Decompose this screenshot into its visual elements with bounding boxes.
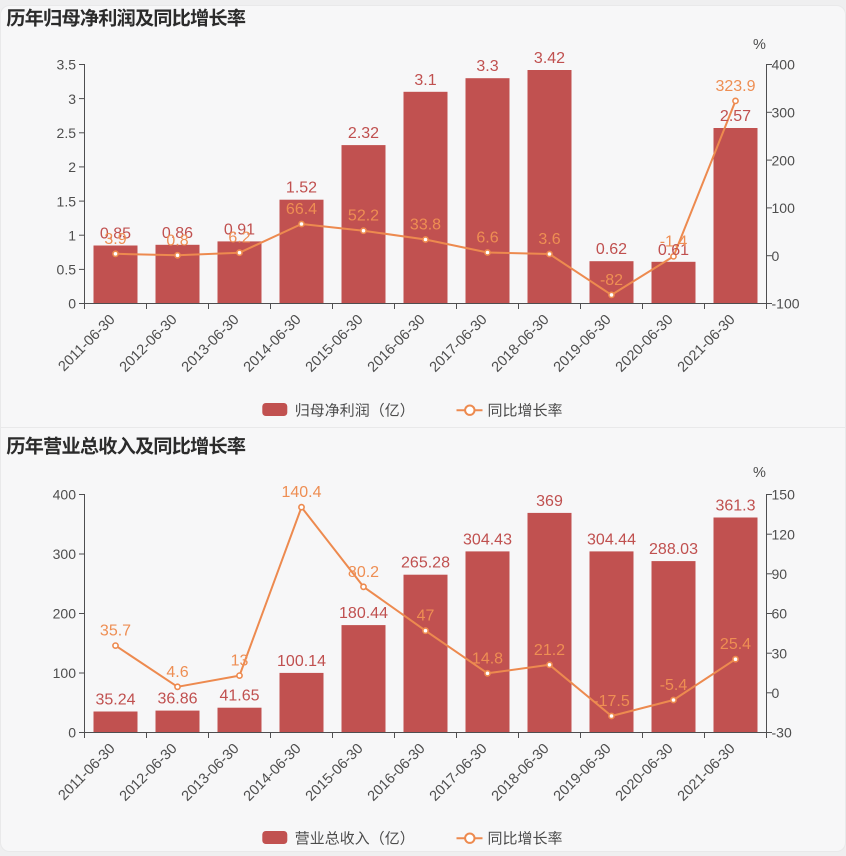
svg-text:41.65: 41.65 [219, 688, 259, 705]
svg-text:3.6: 3.6 [538, 231, 560, 248]
svg-text:0.85: 0.85 [100, 226, 131, 243]
svg-text:0: 0 [68, 725, 76, 741]
svg-text:2: 2 [68, 159, 76, 175]
svg-text:180.44: 180.44 [339, 605, 388, 622]
svg-text:0: 0 [772, 248, 780, 264]
svg-text:35.7: 35.7 [100, 623, 131, 640]
svg-text:4.6: 4.6 [166, 664, 188, 681]
svg-text:80.2: 80.2 [348, 564, 379, 581]
svg-text:100: 100 [772, 200, 796, 216]
svg-text:1.5: 1.5 [57, 193, 77, 209]
svg-text:14.8: 14.8 [472, 650, 503, 667]
svg-text:0.61: 0.61 [658, 242, 689, 259]
svg-text:6.6: 6.6 [476, 230, 498, 247]
svg-text:3.42: 3.42 [534, 50, 565, 67]
svg-text:2.5: 2.5 [57, 125, 77, 141]
svg-text:200: 200 [53, 606, 77, 622]
svg-text:323.9: 323.9 [715, 78, 755, 95]
svg-text:47: 47 [417, 608, 435, 625]
svg-text:0: 0 [68, 296, 76, 312]
svg-text:1.52: 1.52 [286, 180, 317, 197]
svg-text:60: 60 [772, 606, 788, 622]
svg-text:100.14: 100.14 [277, 653, 326, 670]
svg-text:288.03: 288.03 [649, 541, 698, 558]
svg-text:0.62: 0.62 [596, 241, 627, 258]
svg-text:300: 300 [53, 546, 77, 562]
svg-text:3: 3 [68, 91, 76, 107]
svg-text:100: 100 [53, 665, 77, 681]
svg-text:304.43: 304.43 [463, 531, 512, 548]
svg-text:3.9: 3.9 [104, 231, 126, 248]
svg-text:0: 0 [772, 685, 780, 701]
svg-text:3.5: 3.5 [57, 57, 77, 73]
svg-text:0.91: 0.91 [224, 221, 255, 238]
svg-text:52.2: 52.2 [348, 208, 379, 225]
svg-text:140.4: 140.4 [281, 484, 321, 501]
svg-text:%: % [753, 37, 766, 53]
svg-text:66.4: 66.4 [286, 201, 317, 218]
svg-text:0.86: 0.86 [162, 225, 193, 242]
svg-text:21.2: 21.2 [534, 642, 565, 659]
svg-text:-1.4: -1.4 [660, 233, 688, 250]
svg-text:90: 90 [772, 566, 788, 582]
svg-text:120: 120 [772, 526, 796, 542]
svg-text:-30: -30 [772, 725, 792, 741]
svg-text:%: % [753, 465, 766, 481]
svg-text:-17.5: -17.5 [593, 693, 630, 710]
svg-text:30: 30 [772, 645, 788, 661]
svg-text:1: 1 [68, 227, 76, 243]
svg-text:-82: -82 [600, 272, 623, 289]
svg-text:3.1: 3.1 [414, 72, 436, 89]
svg-text:-100: -100 [772, 296, 800, 312]
svg-text:6.2: 6.2 [228, 230, 250, 247]
svg-text:25.4: 25.4 [720, 636, 751, 653]
svg-text:300: 300 [772, 105, 796, 121]
svg-text:400: 400 [772, 57, 796, 73]
svg-text:2.32: 2.32 [348, 125, 379, 142]
svg-text:361.3: 361.3 [715, 498, 755, 515]
svg-text:400: 400 [53, 487, 77, 503]
svg-text:-5.4: -5.4 [660, 677, 688, 694]
svg-text:13: 13 [231, 653, 249, 670]
svg-text:265.28: 265.28 [401, 555, 450, 572]
svg-text:3.3: 3.3 [476, 58, 498, 75]
svg-text:304.44: 304.44 [587, 531, 636, 548]
svg-text:369: 369 [536, 493, 563, 510]
svg-text:0.5: 0.5 [57, 262, 77, 278]
svg-text:0.8: 0.8 [166, 232, 188, 249]
svg-text:33.8: 33.8 [410, 217, 441, 234]
svg-text:35.24: 35.24 [95, 692, 135, 709]
svg-text:2.57: 2.57 [720, 108, 751, 125]
svg-text:36.86: 36.86 [157, 691, 197, 708]
svg-text:150: 150 [772, 487, 796, 503]
svg-text:200: 200 [772, 152, 796, 168]
